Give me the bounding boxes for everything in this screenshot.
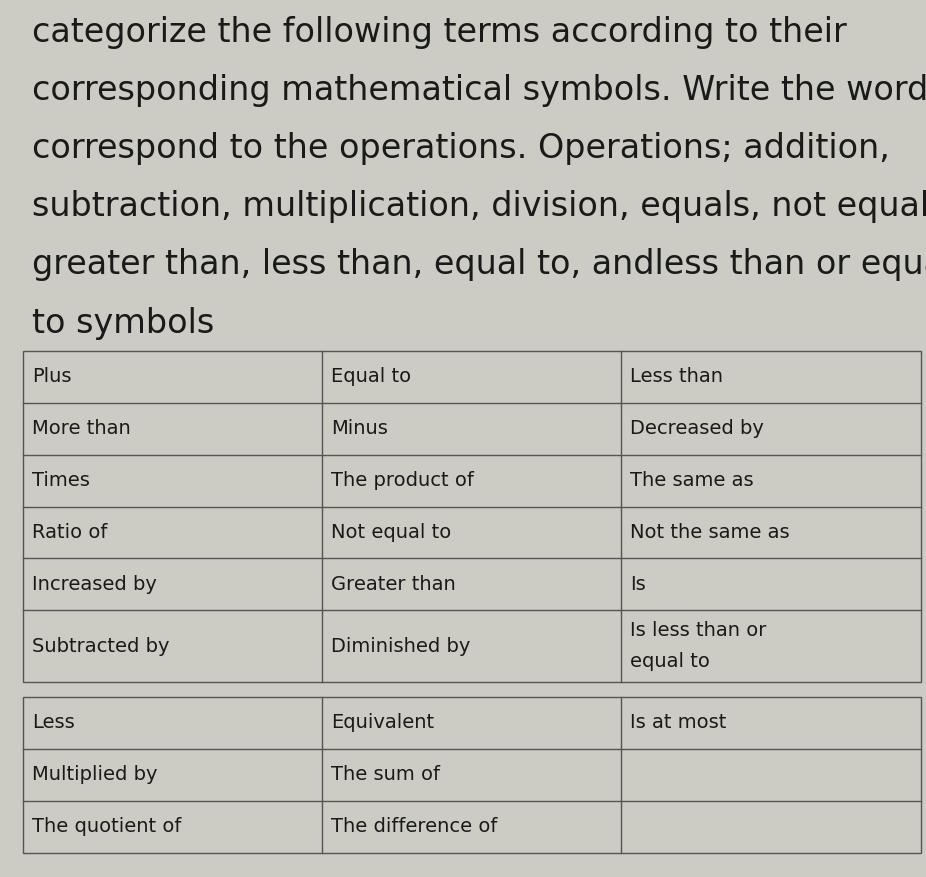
Text: equal to: equal to [631,652,710,672]
Bar [23,697,921,852]
Text: Ratio of: Ratio of [32,523,107,542]
Text: More than: More than [32,419,131,438]
Text: Multiplied by: Multiplied by [32,766,157,784]
Text: greater than, less than, equal to, andless than or equal: greater than, less than, equal to, andle… [32,248,926,282]
Text: Equal to: Equal to [332,367,411,386]
Text: Less than: Less than [631,367,723,386]
Text: to symbols: to symbols [32,307,215,339]
Text: Greater than: Greater than [332,575,456,594]
Text: Times: Times [32,471,90,490]
Bar [23,351,921,682]
Text: corresponding mathematical symbols. Write the words: corresponding mathematical symbols. Writ… [32,74,926,107]
Text: Is: Is [631,575,646,594]
Text: Not the same as: Not the same as [631,523,790,542]
Text: Increased by: Increased by [32,575,157,594]
Text: subtraction, multiplication, division, equals, not equal,: subtraction, multiplication, division, e… [32,190,926,223]
Text: The sum of: The sum of [332,766,440,784]
Text: Equivalent: Equivalent [332,713,434,732]
Text: correspond to the operations. Operations; addition,: correspond to the operations. Operations… [32,132,890,165]
Text: Subtracted by: Subtracted by [32,637,169,656]
Text: The product of: The product of [332,471,474,490]
Text: Less: Less [32,713,75,732]
Text: Is at most: Is at most [631,713,727,732]
Text: The same as: The same as [631,471,754,490]
Text: Minus: Minus [332,419,388,438]
Text: The quotient of: The quotient of [32,817,181,837]
Text: Diminished by: Diminished by [332,637,470,656]
Text: Not equal to: Not equal to [332,523,452,542]
Text: The difference of: The difference of [332,817,497,837]
Text: categorize the following terms according to their: categorize the following terms according… [32,16,847,48]
Text: Is less than or: Is less than or [631,621,767,640]
Text: Plus: Plus [32,367,71,386]
Text: Decreased by: Decreased by [631,419,764,438]
